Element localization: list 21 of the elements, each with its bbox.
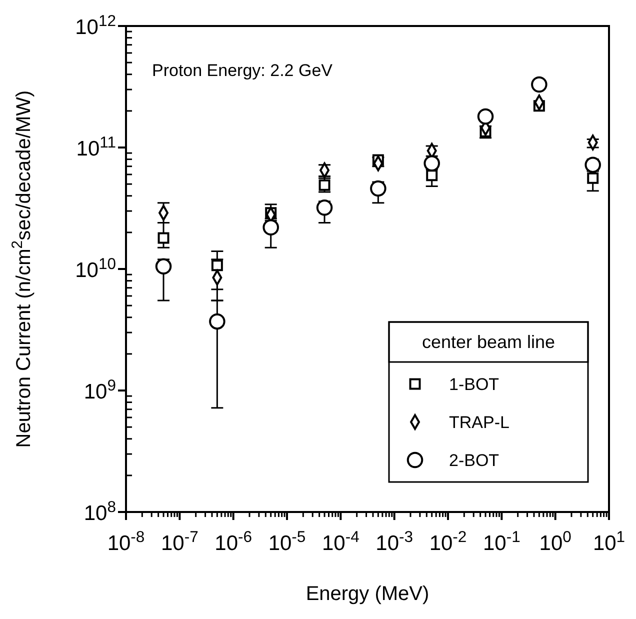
x-tick-label: 10$^{-7}$ <box>160 528 198 555</box>
x-tick-label: 10$^{-4}$ <box>322 528 360 555</box>
y-tick-label: 10$^{12}$ <box>75 12 116 39</box>
y-tick-label: 10$^{11}$ <box>76 134 116 160</box>
x-tick-label: 10$^{-5}$ <box>268 528 306 555</box>
legend-title: center beam line <box>422 332 556 352</box>
y-tick-label: 10$^{9}$ <box>84 377 116 404</box>
y-tick-label: 10$^{10}$ <box>75 256 116 282</box>
x-axis-title: Energy (MeV) <box>306 583 430 605</box>
legend-label: 2-BOT <box>449 451 500 470</box>
x-tick-label: 10$^{1}$ <box>592 528 626 555</box>
legend-label: TRAP-L <box>449 413 510 432</box>
x-tick-label: 10$^{-8}$ <box>107 528 145 555</box>
x-tick-label: 10$^{-3}$ <box>376 528 414 555</box>
x-tick-label: 10$^{-2}$ <box>429 528 467 555</box>
x-tick-label: 10$^{-6}$ <box>214 528 252 555</box>
legend-label: 1-BOT <box>449 375 500 394</box>
y-tick-label: 10$^{8}$ <box>84 498 116 525</box>
x-tick-label: 10$^{0}$ <box>539 528 572 555</box>
x-tick-label: 10$^{-1}$ <box>482 528 520 555</box>
annotation: Proton Energy: 2.2 GeV <box>152 61 334 80</box>
